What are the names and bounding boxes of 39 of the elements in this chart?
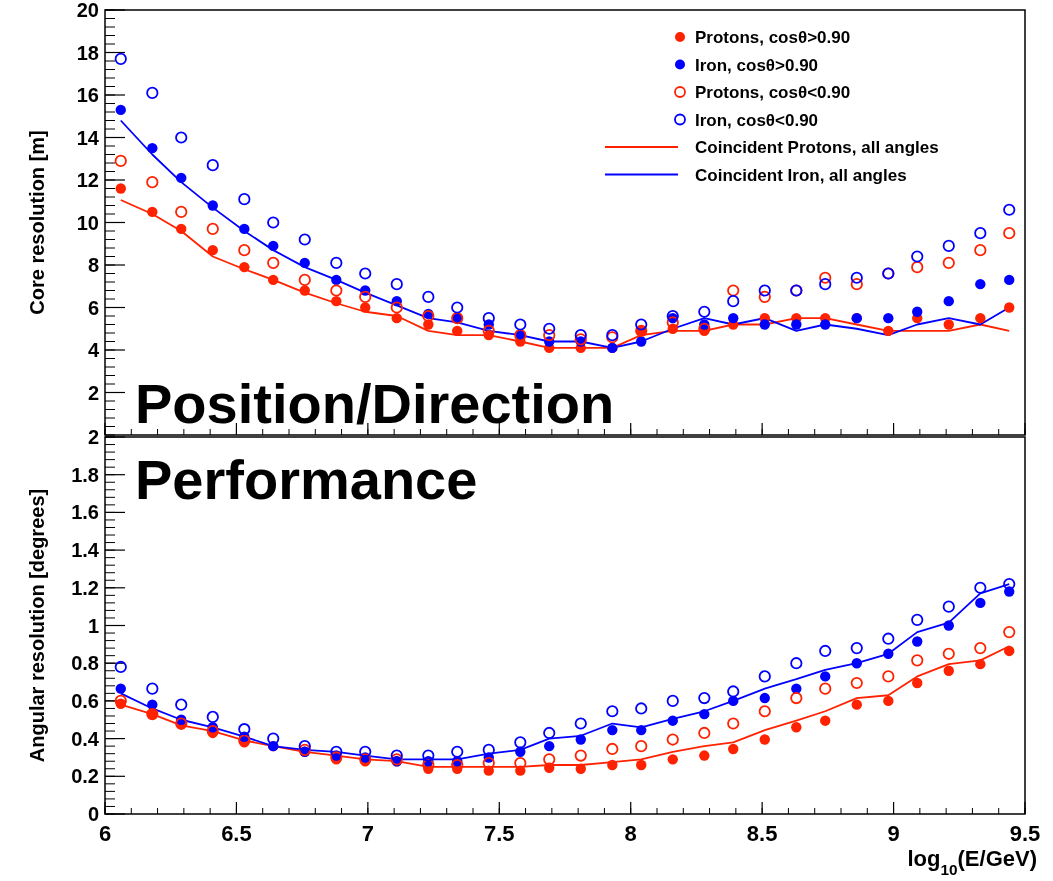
y-tick-label: 6 — [87, 296, 99, 319]
y-tick-label: 1.2 — [71, 576, 99, 599]
x-tick-label: 7.5 — [483, 821, 515, 846]
annotation: Position/Direction — [135, 372, 615, 435]
y-tick-label: 2 — [87, 426, 99, 448]
y-tick-label: 16 — [76, 84, 99, 106]
y-axis-title: Angular resolution [degrees] — [26, 488, 48, 763]
y-tick-label: 0.8 — [71, 652, 99, 675]
legend-label: Iron, cosθ>0.90 — [695, 55, 819, 75]
y-tick-label: 8 — [87, 254, 99, 276]
y-tick-label: 14 — [76, 126, 100, 149]
x-tick-label: 8 — [624, 821, 637, 846]
legend-label: Protons, cosθ<0.90 — [695, 83, 851, 102]
x-tick-label: 8.5 — [746, 821, 778, 846]
annotation: Performance — [135, 448, 478, 511]
x-tick-label: 9.5 — [1009, 821, 1041, 846]
y-tick-label: 10 — [76, 211, 99, 234]
legend-label: Coincident Protons, all angles — [695, 138, 939, 157]
y-tick-label: 18 — [76, 41, 99, 64]
y-tick-label: 0.6 — [71, 689, 99, 712]
y-tick-label: 1 — [87, 614, 99, 637]
y-tick-label: 1.8 — [71, 463, 99, 486]
y-tick-label: 1.6 — [71, 501, 99, 524]
y-tick-label: 4 — [87, 339, 100, 361]
y-tick-label: 0.2 — [71, 765, 99, 788]
x-axis-title: log$_{10}$(E/GeV) — [907, 846, 1037, 878]
x-tick-label: 7 — [361, 821, 374, 846]
y-tick-label: 0.4 — [71, 727, 100, 750]
y-tick-label: 0 — [87, 803, 99, 825]
legend-label: Coincident Iron, all angles — [695, 165, 907, 185]
y-tick-label: 1.4 — [71, 539, 100, 562]
legend-label: Protons, cosθ>0.90 — [695, 28, 851, 47]
x-tick-label: 6.5 — [221, 821, 252, 846]
y-tick-label: 20 — [76, 0, 99, 21]
legend-label: Iron, cosθ<0.90 — [695, 110, 819, 130]
y-tick-label: 12 — [76, 169, 99, 191]
x-tick-label: 9 — [887, 821, 900, 846]
y-axis-title: Core resolution [m] — [26, 130, 48, 315]
y-tick-label: 2 — [87, 381, 99, 404]
